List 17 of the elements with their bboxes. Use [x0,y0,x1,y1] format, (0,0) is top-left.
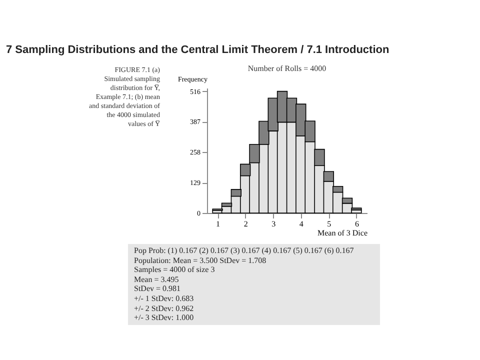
x-tick-label: 6 [354,220,359,228]
text: +/- 1 StDev: 0.683 [134,294,195,304]
x-tick-label: 5 [327,220,332,228]
text: +/- 3 StDev: 1.000 [134,313,195,323]
x-tick-label: 1 [216,220,220,228]
text: +/- 2 StDev: 0.962 [134,304,195,314]
x-axis-title: Mean of 3 Dice [318,228,368,238]
text: Population: Mean = 3.500 StDev = 1.708 [134,256,268,266]
text: Pop Prob: (1) 0.167 (2) 0.167 (3) 0.167 (4) 0.167 (5) 0.167 (6) 0.167 [134,246,355,256]
text: Mean = 3.495 [134,274,180,284]
x-tick-label: 4 [299,220,304,228]
text: Samples = 4000 of size 3 [134,265,216,275]
text: StDev = 0.981 [134,284,182,294]
x-tick-label: 2 [244,220,248,228]
x-tick-label: 3 [272,220,276,228]
chart-title: 7 Sampling Distributions and the Central Limit Theorem / 7.1 Introduction [6,44,390,56]
chart-subtitle: Number of Rolls = 4000 [248,64,326,73]
